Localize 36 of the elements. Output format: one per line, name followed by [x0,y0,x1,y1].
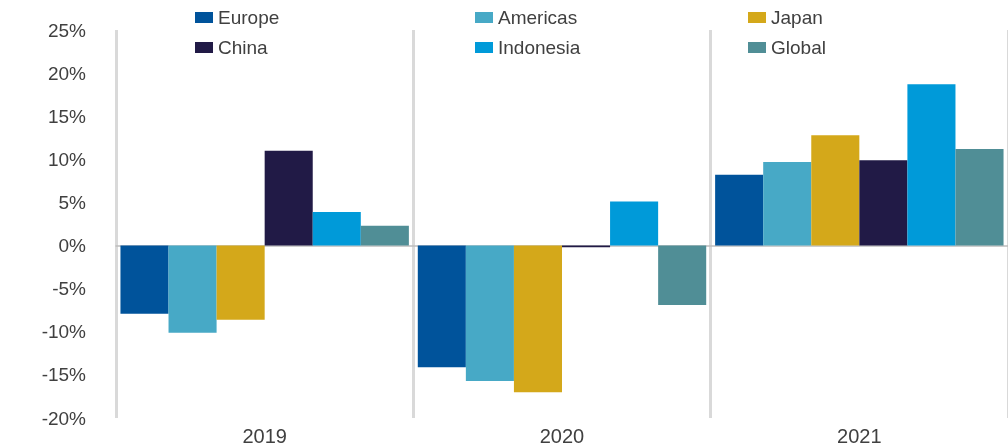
bar [811,135,860,246]
y-tick-label: 15% [47,105,87,127]
bar [513,245,562,393]
y-tick-label: -20% [41,407,87,429]
x-tick-label: 2020 [539,425,585,447]
y-tick-label: 5% [58,191,87,213]
y-tick-label: 0% [58,235,87,257]
bar [360,225,409,246]
bar [465,245,514,381]
x-tick-label: 2021 [837,425,882,447]
x-tick-label: 2019 [242,425,287,447]
bar [859,160,908,246]
bar [715,174,764,246]
bar [264,150,313,246]
y-tick-label: 25% [47,19,87,41]
bar [610,201,659,246]
bar [216,245,265,320]
legend-label: Indonesia [498,37,581,58]
legend-label: Americas [498,7,578,28]
legend-label: China [218,37,269,58]
bar [120,245,169,314]
y-tick-label: 20% [47,62,87,84]
bar [907,84,956,246]
bar [955,148,1004,246]
legend-label: Global [771,37,826,58]
y-tick-label: 10% [47,148,87,170]
bar [312,211,361,246]
y-tick-label: -10% [41,321,87,343]
bar [658,245,707,306]
y-tick-label: -5% [52,278,87,300]
bar [168,245,217,333]
legend-label: Japan [771,7,823,28]
bar [417,245,466,368]
y-tick-label: -15% [41,364,87,386]
bar [763,161,812,246]
legend-label: Europe [218,7,280,28]
